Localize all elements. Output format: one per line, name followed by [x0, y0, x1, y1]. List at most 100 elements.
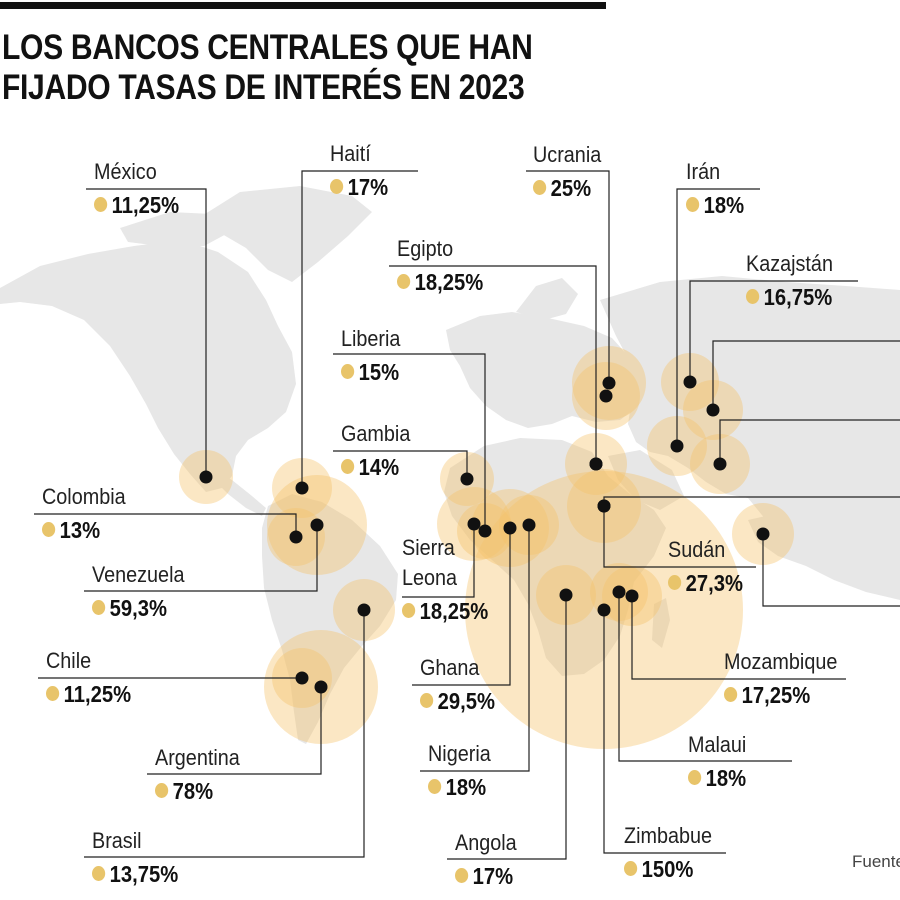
land-north-america — [0, 240, 296, 492]
label-angola: Angola 17% — [455, 831, 524, 889]
country-name-ucrania: Ucrania — [533, 142, 602, 167]
country-name-iran: Irán — [686, 159, 721, 184]
label-mexico: México 11,25% — [94, 160, 191, 218]
marker-chile — [295, 671, 309, 685]
country-name-sudan: Sudán — [668, 537, 726, 562]
rate-dot — [397, 274, 411, 289]
country-name-brasil: Brasil — [92, 828, 142, 853]
leader-line-ucrania — [526, 170, 610, 383]
marker-venezuela — [310, 518, 324, 532]
label-sierra-leona: Sierra Leona 18,25% — [402, 536, 500, 624]
country-name-mexico: México — [94, 159, 157, 184]
marker-unlabeled-5 — [589, 457, 603, 471]
land-central-america — [214, 470, 266, 516]
rate-value-egipto: 18,25% — [397, 269, 483, 295]
label-ucrania: Ucrania 25% — [533, 143, 609, 201]
rate-value-mexico: 11,25% — [94, 192, 179, 218]
country-name-argentina: Argentina — [155, 745, 240, 770]
country-name-mozambique: Mozambique — [724, 649, 838, 674]
rate-dot — [624, 861, 638, 876]
country-name-zimbabue: Zimbabue — [624, 823, 713, 848]
rate-dot — [341, 364, 355, 379]
country-name-malaui: Malaui — [688, 732, 747, 757]
country-name-venezuela: Venezuela — [92, 562, 185, 587]
marker-liberia — [478, 524, 492, 538]
marker-gambia — [460, 472, 474, 486]
marker-unlabeled-1 — [706, 403, 720, 417]
leader-line-iran — [676, 188, 760, 446]
marker-argentina — [314, 680, 328, 694]
marker-brasil — [357, 603, 371, 617]
marker-malaui — [612, 585, 626, 599]
marker-mozambique — [625, 589, 639, 603]
country-name-colombia: Colombia — [42, 484, 126, 509]
label-brasil: Brasil 13,75% — [92, 829, 190, 887]
rate-dot — [746, 289, 760, 304]
marker-mexico — [199, 470, 213, 484]
land-europe — [446, 312, 640, 428]
rate-value-sierra-leona: 18,25% — [402, 598, 488, 624]
country-name-sierra-leona-line-1: Sierra — [402, 535, 455, 560]
rate-dot — [330, 179, 344, 194]
rate-value-kazajstan: 16,75% — [746, 284, 832, 310]
country-markers — [199, 375, 770, 694]
label-haiti: Haití 17% — [330, 142, 396, 200]
marker-sierra-leona — [467, 517, 481, 531]
rate-dot — [428, 779, 442, 794]
land-masses — [0, 186, 900, 744]
rate-dot — [46, 686, 60, 701]
rate-dot — [92, 866, 106, 881]
label-argentina: Argentina 78% — [155, 746, 249, 804]
rate-value-argentina: 78% — [155, 778, 238, 804]
label-egipto: Egipto 18,25% — [397, 237, 495, 295]
land-arabia — [608, 450, 684, 510]
rate-dot — [455, 868, 469, 883]
rate-value-gambia: 14% — [341, 454, 409, 480]
country-name-angola: Angola — [455, 830, 517, 855]
marker-iran — [670, 439, 684, 453]
title-line-1: LOS BANCOS CENTRALES QUE HAN — [2, 28, 533, 67]
leader-line-nigeria — [420, 525, 530, 772]
land-uk-ireland — [466, 342, 486, 378]
marker-nigeria — [522, 518, 536, 532]
label-malaui: Malaui 18% — [688, 733, 754, 791]
land-south-america — [262, 494, 398, 744]
leader-line-kazajstan — [689, 280, 858, 382]
rate-value-liberia: 15% — [341, 359, 399, 385]
page-title: LOS BANCOS CENTRALES QUE HAN FIJADO TASA… — [2, 28, 533, 108]
country-name-egipto: Egipto — [397, 236, 454, 261]
leader-line-sudan — [603, 506, 756, 568]
leader-line-mozambique — [631, 596, 846, 680]
rate-value-ucrania: 25% — [533, 175, 600, 201]
marker-ucrania — [602, 376, 616, 390]
label-colombia: Colombia 13% — [42, 485, 135, 543]
leader-line-venezuela — [84, 525, 318, 592]
rate-dot — [686, 197, 700, 212]
marker-unlabeled-4 — [597, 499, 611, 513]
title-line-2: FIJADO TASAS DE INTERÉS EN 2023 — [2, 68, 525, 107]
rate-dot — [724, 687, 738, 702]
marker-unlabeled-3 — [756, 527, 770, 541]
rate-dot — [42, 522, 56, 537]
leader-line-malaui — [618, 592, 792, 762]
land-southeast-asia — [748, 512, 900, 600]
rate-value-chile: 11,25% — [46, 681, 131, 707]
rate-dot — [668, 575, 682, 590]
label-chile: Chile 11,25% — [46, 649, 143, 707]
label-sudan: Sudán 27,3% — [668, 538, 753, 596]
land-greenland — [205, 186, 372, 282]
label-liberia: Liberia 15% — [341, 327, 407, 385]
rate-value-malaui: 18% — [688, 765, 746, 791]
leader-line-unlabeled-1 — [712, 340, 900, 410]
leader-line-argentina — [147, 687, 322, 775]
leader-line-ghana — [412, 528, 511, 686]
marker-ghana — [503, 521, 517, 535]
rate-value-venezuela: 59,3% — [92, 595, 182, 621]
label-kazajstan: Kazajstán 16,75% — [746, 252, 844, 310]
leader-line-unlabeled-3 — [762, 534, 900, 607]
country-name-haiti: Haití — [330, 141, 371, 166]
label-zimbabue: Zimbabue 150% — [624, 824, 722, 882]
marker-unlabeled-2 — [713, 457, 727, 471]
label-mozambique: Mozambique 17,25% — [724, 650, 850, 708]
rate-value-sudan: 27,3% — [668, 570, 743, 596]
